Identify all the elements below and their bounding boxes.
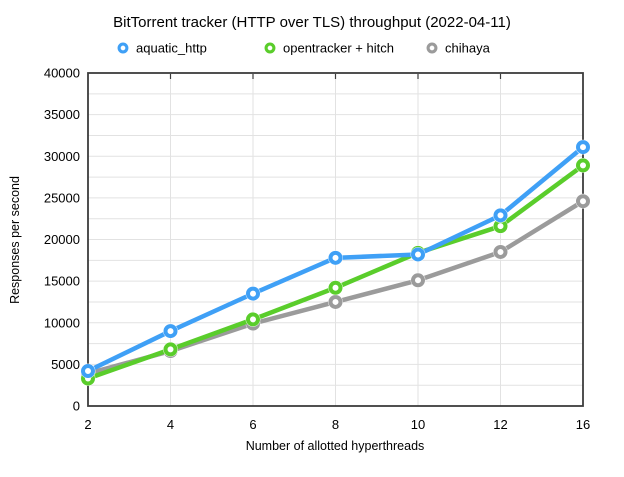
- data-point-marker: [576, 194, 590, 209]
- x-tick-label: 4: [167, 417, 174, 432]
- category-ticks: [169, 74, 502, 79]
- x-tick-label: 2: [84, 417, 91, 432]
- data-point-marker: [246, 312, 260, 327]
- data-point-marker: [328, 250, 343, 265]
- plot-frame: [87, 72, 584, 407]
- data-point-marker: [246, 286, 260, 301]
- y-tick-label: 20000: [44, 232, 80, 247]
- legend-marker-3: [426, 42, 438, 54]
- data-point-marker: [328, 294, 343, 309]
- y-tick-label: 40000: [44, 66, 80, 81]
- y-tick-label: 0: [73, 399, 80, 414]
- y-tick-label: 5000: [51, 357, 80, 372]
- legend-label-3: chihaya: [445, 41, 491, 56]
- gridlines: [88, 73, 583, 406]
- data-point-marker: [411, 273, 425, 288]
- data-point-marker: [163, 342, 178, 357]
- x-tick-label: 10: [411, 417, 425, 432]
- plot-area: 0 5000 10000 15000 20000 25000 30000 35000 40000…: [44, 66, 591, 432]
- y-tick-label: 10000: [44, 315, 80, 330]
- data-point-marker: [411, 247, 425, 262]
- x-tick-label: 6: [249, 417, 256, 432]
- x-tick-label: 8: [332, 417, 339, 432]
- data-point-marker: [576, 140, 590, 155]
- legend-marker-1: [117, 42, 129, 54]
- data-point-marker: [576, 158, 590, 173]
- x-tick-labels: 2 4 6 8 10 12 16: [84, 417, 590, 432]
- series-aquatic-http: [80, 139, 591, 379]
- data-point-marker: [328, 280, 343, 295]
- y-tick-labels: 0 5000 10000 15000 20000 25000 30000 35000 40000: [44, 66, 80, 414]
- data-point-marker: [493, 208, 508, 223]
- data-point-marker: [163, 324, 178, 339]
- legend-marker-2: [264, 42, 276, 54]
- x-tick-label: 12: [493, 417, 507, 432]
- data-point-marker: [493, 244, 508, 259]
- y-tick-label: 25000: [44, 190, 80, 205]
- data-point-marker: [81, 364, 95, 379]
- legend: aquatic_http opentracker + hitch chihaya: [117, 41, 491, 56]
- y-tick-label: 30000: [44, 149, 80, 164]
- x-tick-label: 16: [576, 417, 590, 432]
- y-tick-label: 15000: [44, 274, 80, 289]
- x-axis-title: Number of allotted hyperthreads: [246, 439, 425, 453]
- legend-label-2: opentracker + hitch: [283, 41, 394, 56]
- y-axis-title: Responses per second: [8, 176, 22, 304]
- chart-title: BitTorrent tracker (HTTP over TLS) throu…: [113, 14, 511, 31]
- legend-label-1: aquatic_http: [136, 41, 207, 56]
- y-tick-label: 35000: [44, 107, 80, 122]
